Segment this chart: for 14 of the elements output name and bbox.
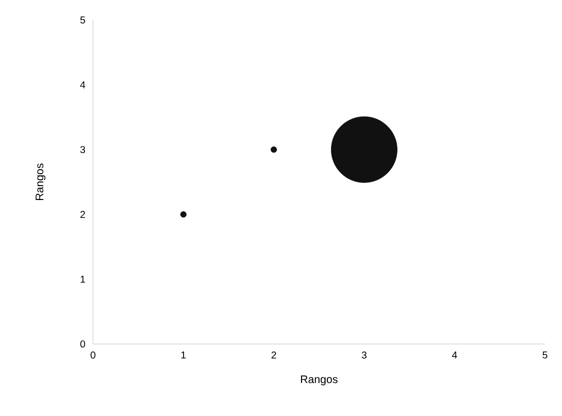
x-tick-label: 5	[542, 352, 548, 358]
x-tick-label: 2	[272, 352, 276, 358]
y-tick-label: 0	[80, 340, 86, 348]
y-tick-label: 3	[80, 146, 86, 154]
x-tick-label: 3	[362, 352, 367, 359]
y-axis-title: Rangos	[36, 164, 46, 200]
x-tick-label: 0	[90, 352, 96, 359]
y-tick-label: 1	[80, 276, 85, 283]
y-tick-label: 2	[80, 210, 85, 218]
y-tick-label: 5	[80, 16, 86, 24]
x-tick-label: 1	[181, 352, 186, 358]
x-axis-title: Rangos	[301, 376, 338, 386]
x-tick-label: 4	[452, 352, 458, 358]
y-tick-label: 4	[80, 81, 86, 88]
